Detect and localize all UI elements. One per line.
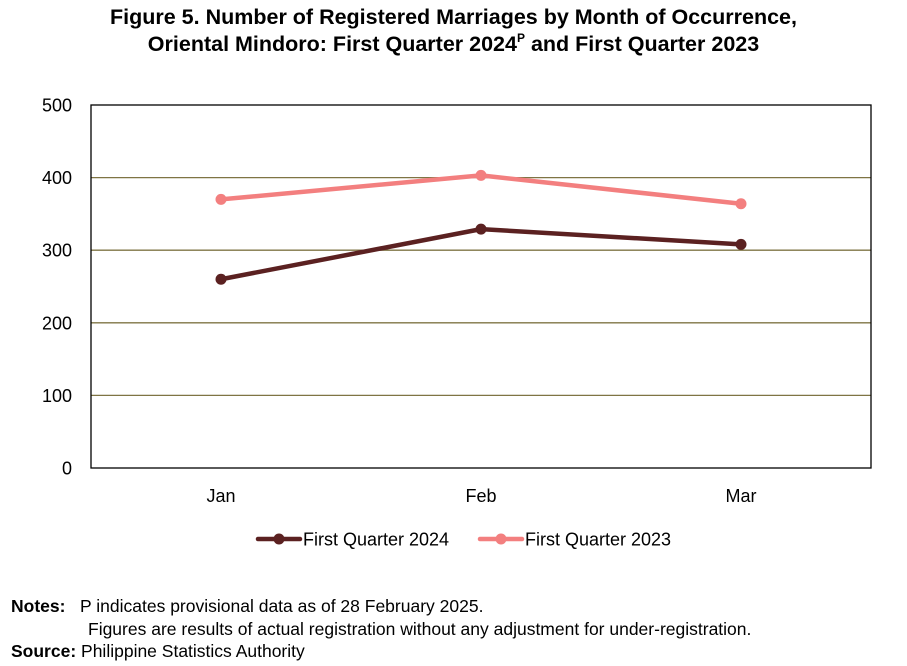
series-group xyxy=(215,169,747,210)
source-label: Source: xyxy=(11,641,77,661)
notes-text-2: Figures are results of actual registrati… xyxy=(88,619,752,639)
provisional-marker: P xyxy=(516,31,525,45)
data-point xyxy=(475,169,487,181)
source-text: Philippine Statistics Authority xyxy=(81,641,305,661)
chart-title: Figure 5. Number of Registered Marriages… xyxy=(0,4,907,58)
x-tick-label: Feb xyxy=(465,486,496,506)
series-group xyxy=(215,223,747,285)
chart-title-line2-tail: and First Quarter 2023 xyxy=(524,32,760,56)
notes-label: Notes: xyxy=(11,596,66,616)
source-line: Source: Philippine Statistics Authority xyxy=(11,640,305,662)
chart-title-line1: Figure 5. Number of Registered Marriages… xyxy=(110,5,797,29)
legend: First Quarter 2024 First Quarter 2023 xyxy=(255,530,671,550)
y-tick-label: 500 xyxy=(42,96,72,116)
gridlines xyxy=(91,176,871,397)
series-line xyxy=(218,226,744,282)
x-tick-label: Mar xyxy=(726,486,757,506)
y-tick-label: 400 xyxy=(42,168,72,188)
data-point xyxy=(215,193,227,205)
plot-area-border xyxy=(90,104,872,469)
chart-title-line2: Oriental Mindoro: First Quarter 2024P an… xyxy=(0,31,907,58)
legend-item: First Quarter 2024 xyxy=(255,530,449,550)
y-tick-label: 200 xyxy=(42,313,72,333)
y-tick-label: 300 xyxy=(42,241,72,261)
data-point xyxy=(735,238,747,250)
legend-marker xyxy=(273,533,285,545)
y-tick-label: 100 xyxy=(42,386,72,406)
x-tick-label: Jan xyxy=(206,486,235,506)
data-point xyxy=(475,223,487,235)
data-point xyxy=(215,273,227,285)
notes-text-1: P indicates provisional data as of 28 Fe… xyxy=(80,596,484,616)
legend-label: First Quarter 2024 xyxy=(303,530,449,550)
y-tick-label: 0 xyxy=(62,459,72,479)
x-axis-tick-labels: Jan Feb Mar xyxy=(206,486,756,506)
notes-line1: Notes: P indicates provisional data as o… xyxy=(11,595,483,617)
notes-line2: Figures are results of actual registrati… xyxy=(88,618,751,640)
line-chart: 0 100 200 300 400 500 Jan Feb Mar First Quarter… xyxy=(42,96,872,550)
chart-title-line2-main: Oriental Mindoro: First Quarter 2024 xyxy=(147,32,517,56)
legend-marker xyxy=(495,533,507,545)
legend-label: First Quarter 2023 xyxy=(525,530,671,550)
legend-item: First Quarter 2023 xyxy=(477,530,671,550)
data-point xyxy=(735,198,747,210)
y-axis-tick-labels: 0 100 200 300 400 500 xyxy=(42,96,72,479)
series-lines xyxy=(215,169,747,285)
